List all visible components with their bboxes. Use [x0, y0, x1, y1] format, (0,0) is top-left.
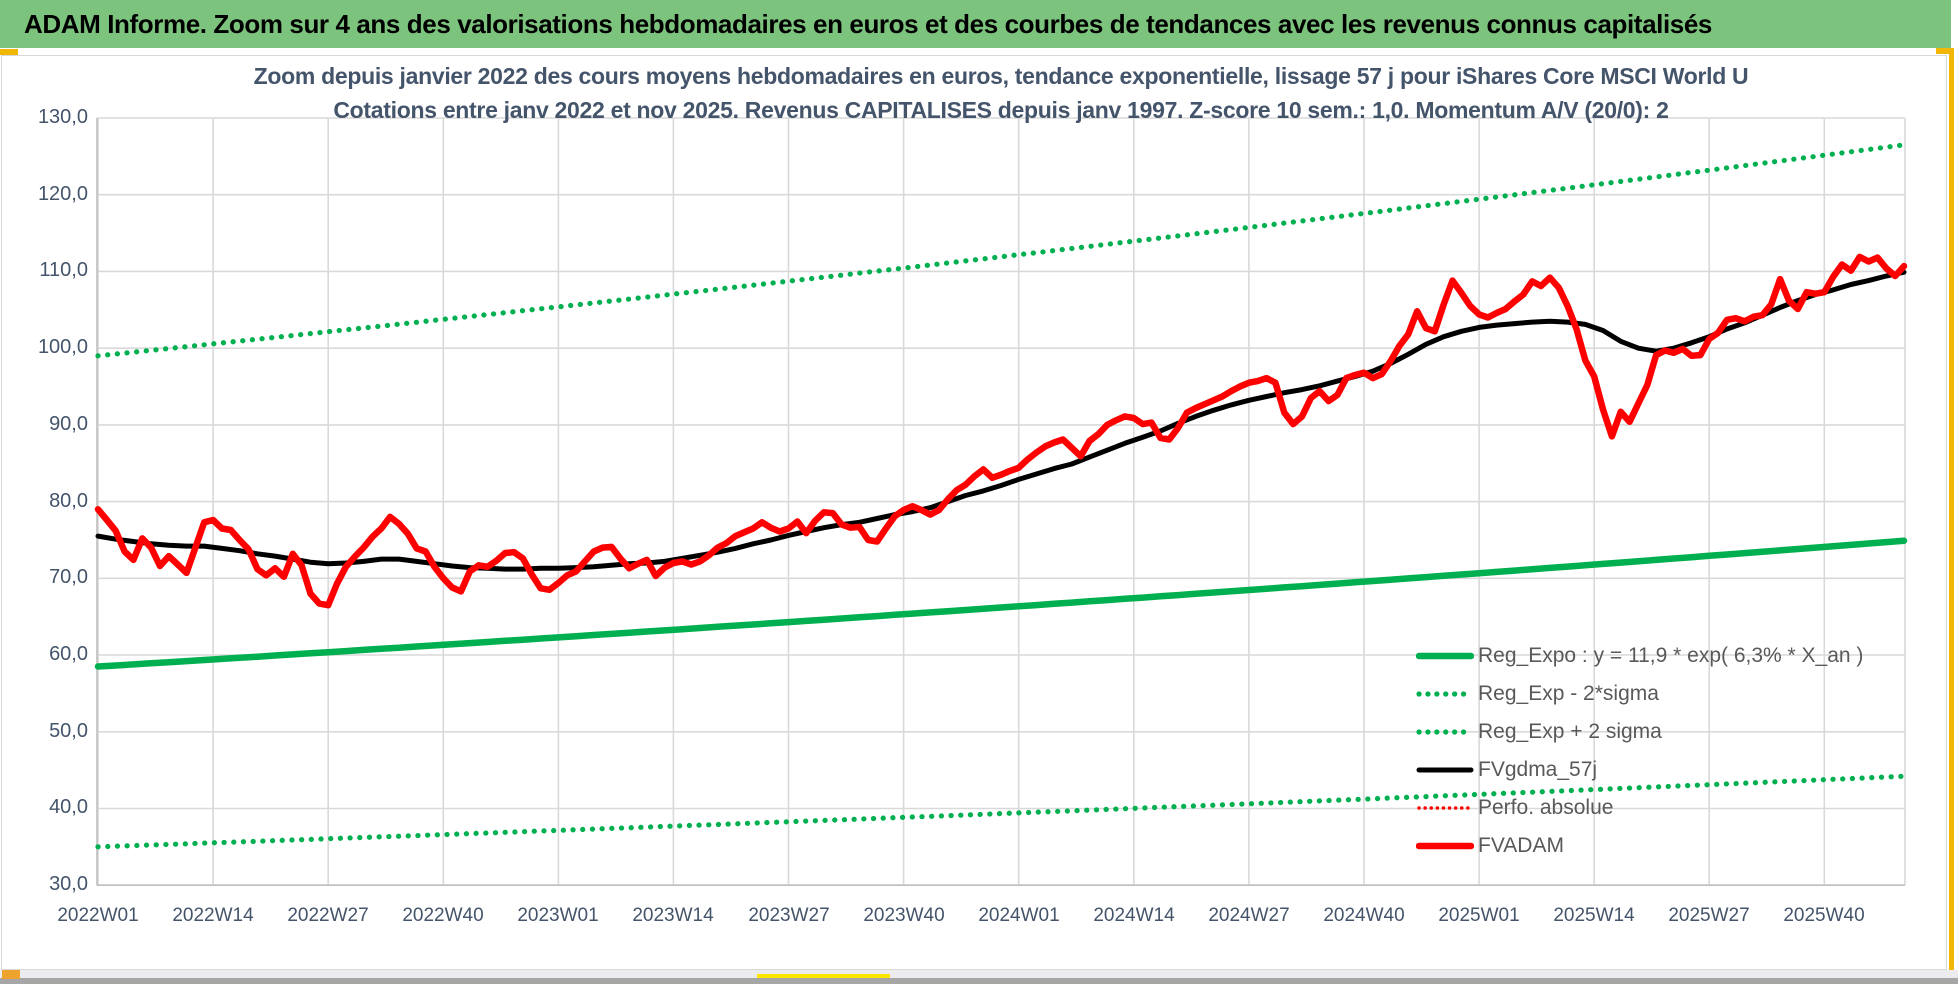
- legend-item-fvadam[interactable]: FVADAM: [1416, 831, 1863, 860]
- legend-label: Reg_Expo : y = 11,9 * exp( 6,3% * X_an ): [1478, 643, 1864, 667]
- x-tick-label: 2025W01: [1438, 905, 1520, 926]
- x-tick-label: 2022W01: [57, 905, 139, 926]
- chart-object[interactable]: [1, 55, 1947, 970]
- series-reg-exp-2-sigma[interactable]: [95, 773, 1907, 850]
- chart-title-line1: Zoom depuis janvier 2022 des cours moyen…: [253, 63, 1749, 89]
- chart-title-line2: Cotations entre janv 2022 et nov 2025. R…: [333, 97, 1669, 123]
- legend-label: FVADAM: [1478, 833, 1564, 857]
- series-reg-exp-2-sigma[interactable]: [95, 142, 1907, 359]
- x-tick-label: 2023W40: [863, 905, 945, 926]
- legend-swatch-solid: [1416, 842, 1474, 849]
- legend-swatch-dotted: [1416, 690, 1474, 697]
- series-fvadam[interactable]: [94, 253, 1908, 609]
- x-tick-label: 2022W40: [402, 905, 484, 926]
- title-bar-text: ADAM Informe. Zoom sur 4 ans des valoris…: [24, 8, 1712, 39]
- legend-swatch-solid: [1416, 652, 1474, 659]
- legend-swatch-dotted: [1416, 728, 1474, 735]
- y-tick-label: 30,0: [49, 873, 88, 895]
- y-tick-label: 40,0: [49, 796, 88, 818]
- x-tick-label: 2024W14: [1093, 905, 1175, 926]
- y-tick-label: 100,0: [37, 336, 88, 358]
- y-tick-label: 90,0: [49, 413, 88, 435]
- x-tick-label: 2025W27: [1668, 905, 1750, 926]
- y-tick-label: 110,0: [39, 259, 88, 281]
- series-perfo-absolue[interactable]: [96, 255, 1906, 607]
- x-tick-label: 2023W01: [517, 905, 599, 926]
- legend-item-perfo-absolue[interactable]: Perfo. absolue: [1416, 793, 1863, 822]
- legend-item-reg-expo-y-11-9-exp-6-3-x-an[interactable]: Reg_Expo : y = 11,9 * exp( 6,3% * X_an ): [1416, 641, 1863, 670]
- x-tick-label: 2022W14: [172, 905, 254, 926]
- chart-legend[interactable]: Reg_Expo : y = 11,9 * exp( 6,3% * X_an )…: [1416, 641, 1863, 860]
- x-tick-label: 2025W40: [1783, 905, 1865, 926]
- legend-label: FVgdma_57j: [1478, 757, 1598, 781]
- x-tick-label: 2024W27: [1208, 905, 1290, 926]
- series-fvgdma-57j[interactable]: [95, 269, 1907, 572]
- legend-item-reg-exp-2-sigma[interactable]: Reg_Exp - 2*sigma: [1416, 679, 1863, 708]
- legend-label: Reg_Exp - 2*sigma: [1478, 681, 1659, 705]
- y-tick-label: 120,0: [37, 183, 88, 205]
- series-reg-expo-y-11-9-exp-6-3-x-an[interactable]: [94, 537, 1908, 670]
- y-tick-label: 80,0: [49, 490, 88, 512]
- y-tick-label: 130,0: [37, 106, 88, 128]
- x-tick-label: 2022W27: [287, 905, 369, 926]
- x-tick-label: 2024W01: [978, 905, 1060, 926]
- y-tick-label: 70,0: [49, 566, 88, 588]
- x-tick-label: 2025W14: [1553, 905, 1635, 926]
- legend-label: Reg_Exp + 2 sigma: [1478, 719, 1662, 743]
- title-bar: ADAM Informe. Zoom sur 4 ans des valoris…: [0, 0, 1951, 48]
- x-tick-label: 2023W27: [748, 905, 830, 926]
- legend-swatch-solid: [1416, 767, 1474, 772]
- x-tick-label: 2024W40: [1323, 905, 1405, 926]
- legend-item-reg-exp-2-sigma[interactable]: Reg_Exp + 2 sigma: [1416, 717, 1863, 746]
- legend-item-fvgdma-57j[interactable]: FVgdma_57j: [1416, 755, 1863, 784]
- y-tick-label: 50,0: [49, 720, 88, 742]
- legend-swatch-dotted: [1417, 805, 1473, 810]
- x-tick-label: 2023W14: [632, 905, 714, 926]
- y-tick-label: 60,0: [49, 643, 88, 665]
- gridlines: [96, 117, 1906, 887]
- legend-label: Perfo. absolue: [1478, 795, 1614, 819]
